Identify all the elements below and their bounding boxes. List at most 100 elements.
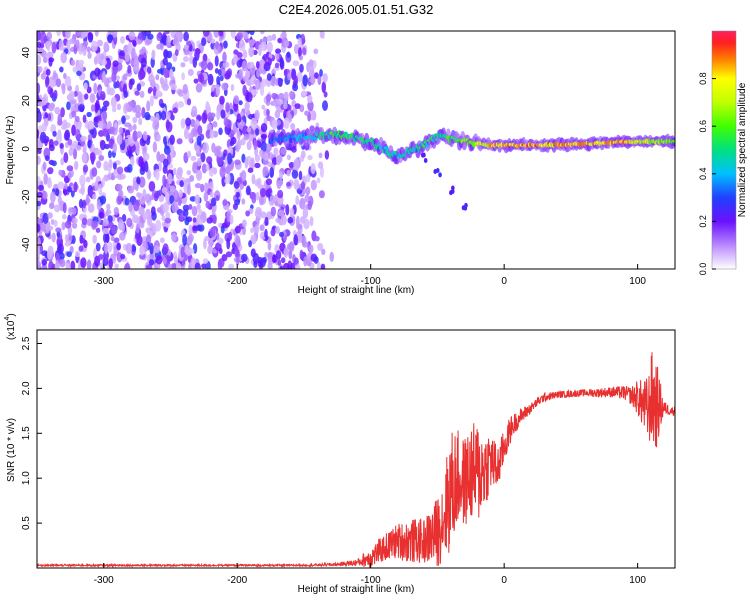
spectrogram-noise-cell [166,163,174,169]
spectrogram-noise-cell [226,237,231,250]
spectrogram-noise-cell [250,234,257,243]
spectrogram-noise-cell [98,154,105,161]
spectrogram-noise-cell [203,191,209,202]
spectrogram-noise-cell [164,31,170,35]
spectrogram-noise-cell [200,152,206,163]
spectrogram-noise-cell [92,234,97,244]
spectrogram-noise-cell [84,93,89,100]
spectrogram-noise-cell [280,257,286,264]
spectrogram-noise-cell [191,105,198,117]
spectrogram-noise-cell [275,217,281,223]
spectrogram-noise-cell [206,182,212,189]
spectrogram-noise-cell [307,155,313,161]
spectrogram-noise-cell [225,173,231,183]
spectrogram-noise-cell [150,206,156,216]
spectrogram-noise-cell [177,197,182,206]
spectrogram-noise-cell [47,212,53,219]
spectrogram-noise-cell [117,120,122,126]
snr-x-label: Height of straight line (km) [298,584,415,595]
spectrogram-noise-cell [283,246,289,258]
spectrogram-noise-cell [156,43,163,50]
spectrogram-noise-cell [238,100,243,106]
spectrogram-noise-cell [298,55,304,61]
spectrogram-noise-cell [94,149,99,155]
snr-y-tick-label: 2.0 [21,381,32,395]
spectrogram-noise-cell [91,167,98,177]
spectrogram-noise-cell [243,133,249,141]
spectrogram-noise-cell [134,90,140,96]
spectrogram-noise-cell [169,195,175,204]
spectrogram-noise-cell [266,73,272,81]
spectrogram-noise-cell [230,31,236,39]
spectrogram-noise-cell [144,111,151,121]
spectrogram-noise-cell [219,95,225,105]
spectrogram-noise-cell [215,194,220,201]
spectrogram-noise-cell [167,173,173,185]
spectrogram-noise-cell [193,78,199,84]
spectrogram-noise-cell [181,72,185,81]
spectrogram-noise-cell [291,169,299,179]
spectrogram-branch-cell [423,157,428,163]
spectrogram-noise-cell [99,195,107,205]
spectrogram-noise-cell [72,148,78,160]
spectrogram-noise-cell [279,57,284,69]
spectrogram-noise-cell [221,254,228,262]
spectrogram-noise-cell [184,216,190,226]
spectrogram-noise-cell [49,79,56,88]
spectrogram-noise-cell [116,166,124,175]
spectrogram-noise-cell [262,256,267,264]
spectrogram-noise-cell [269,195,275,204]
spectrogram-noise-cell [102,227,109,235]
spectrogram-noise-cell [259,31,265,35]
spectrogram-noise-cell [68,207,73,215]
spectrogram-noise-cell [51,232,56,243]
spectrogram-noise-cell [294,75,298,85]
spectrogram-noise-cell [259,84,265,96]
spectrogram-noise-cell [195,83,203,93]
spectrogram-noise-cell [96,160,102,169]
spectrogram-noise-cell [102,231,109,244]
spectrogram-noise-cell [154,168,160,181]
spectrogram-noise-cell [310,163,316,175]
spectrogram-noise-cell [234,159,241,166]
spectrogram-noise-cell [110,235,115,242]
spectrogram-noise-cell [64,234,69,243]
spectrogram-noise-cell [47,113,52,121]
spectrogram-noise-cell [225,70,232,79]
spectrogram-noise-cell [138,206,145,216]
spectrogram-noise-cell [221,82,228,91]
spectrogram-noise-cell [98,183,103,196]
spectrogram-noise-layer [37,31,334,269]
spectrogram-noise-cell [60,51,67,64]
spectrogram-noise-cell [249,61,255,68]
spectrogram-noise-cell [297,37,302,47]
spectrogram-noise-cell [41,259,48,266]
spectrogram-noise-cell [37,260,41,269]
spectrogram-noise-cell [103,41,109,51]
spectrogram-noise-cell [292,60,300,67]
spectrogram-noise-cell [110,96,117,108]
spectrogram-x-tick-label: -300 [94,276,114,287]
spectrogram-noise-cell [302,47,307,56]
spectrogram-noise-cell [87,203,95,213]
spectrogram-noise-cell [116,183,123,191]
spectrogram-noise-cell [162,257,168,265]
spectrogram-noise-cell [208,167,215,177]
spectrogram-noise-cell [47,245,54,256]
spectrogram-noise-cell [53,89,58,100]
spectrogram-noise-cell [207,73,214,86]
spectrogram-noise-cell [165,182,171,189]
spectrogram-noise-cell [251,174,256,185]
spectrogram-noise-cell [95,52,102,65]
spectrogram-noise-cell [212,121,218,128]
spectrogram-noise-cell [166,62,173,70]
spectrogram-noise-cell [188,132,193,144]
spectrogram-noise-cell [104,242,109,254]
spectrogram-noise-cell [180,62,186,68]
spectrogram-noise-cell [132,180,139,190]
spectrogram-noise-cell [129,78,135,86]
spectrogram-noise-cell [131,47,136,59]
spectrogram-noise-cell [106,209,112,215]
spectrogram-noise-cell [255,79,261,91]
spectrogram-noise-cell [161,187,168,194]
